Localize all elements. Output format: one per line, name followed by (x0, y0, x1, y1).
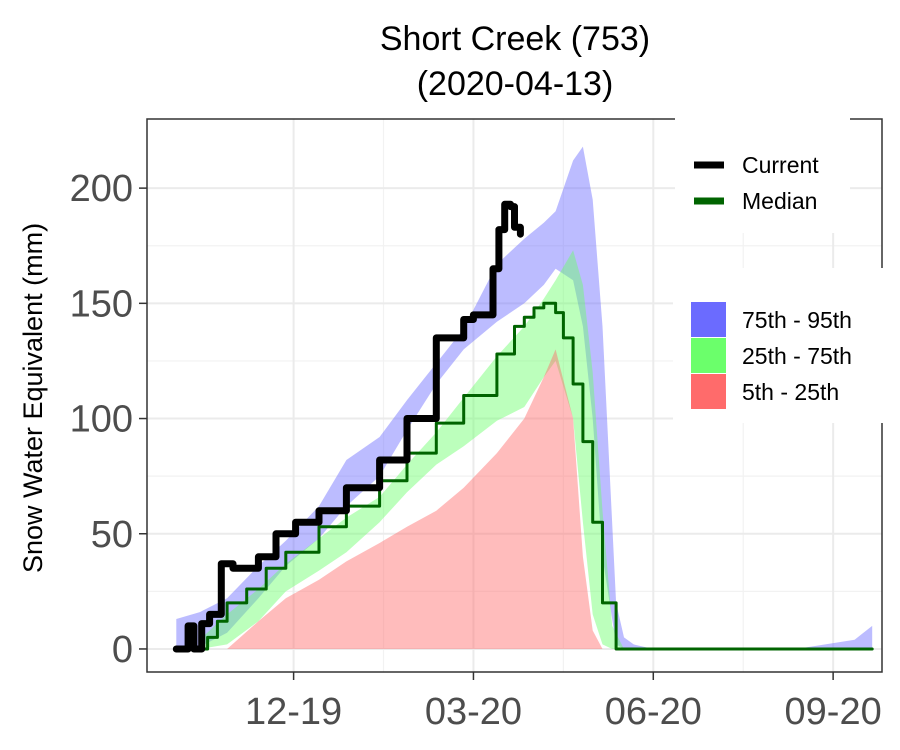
y-tick-label: 150 (70, 283, 133, 325)
legend-swatch (691, 374, 726, 409)
y-tick-label: 0 (112, 629, 133, 671)
legend-lines-box (675, 108, 850, 233)
legend-label-band: 75th - 95th (742, 307, 852, 333)
legend-swatch (691, 338, 726, 373)
legend: Current Median 75th - 95th 25th - 75th 5th -… (673, 108, 886, 423)
legend-label-current: Current (742, 152, 819, 178)
y-tick-label: 200 (70, 168, 133, 210)
x-tick-label: 06-20 (605, 691, 702, 733)
legend-label-band: 25th - 75th (742, 343, 852, 369)
band-5th-25th (227, 349, 603, 649)
y-axis-label: Snow Water Equivalent (mm) (18, 223, 48, 573)
y-tick-label: 50 (91, 514, 133, 556)
series-line-current (172, 200, 524, 653)
chart-title: Short Creek (753) (380, 20, 650, 58)
series-line-median (174, 301, 874, 651)
chart-subtitle: (2020-04-13) (417, 65, 614, 103)
legend-label-median: Median (742, 188, 817, 214)
x-tick-label: 09-20 (785, 691, 882, 733)
x-tick-label: 12-19 (245, 691, 342, 733)
x-tick-label: 03-20 (425, 691, 522, 733)
y-tick-label: 100 (70, 399, 133, 441)
legend-swatch (691, 302, 726, 337)
plot-marks (172, 146, 874, 653)
legend-label-band: 5th - 25th (742, 379, 839, 405)
band-25th-75th (199, 250, 625, 650)
